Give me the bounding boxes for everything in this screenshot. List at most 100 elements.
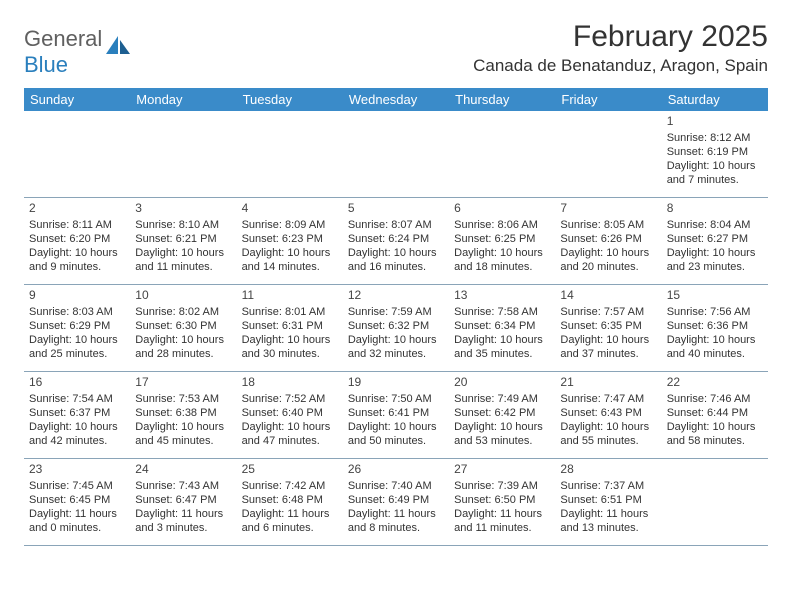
- sunrise-text: Sunrise: 8:01 AM: [242, 305, 338, 319]
- sunrise-text: Sunrise: 8:12 AM: [667, 131, 763, 145]
- day-number: 10: [135, 288, 231, 304]
- sunset-text: Sunset: 6:31 PM: [242, 319, 338, 333]
- day-number: 8: [667, 201, 763, 217]
- daylight-text: Daylight: 11 hours and 6 minutes.: [242, 507, 338, 536]
- sunrise-text: Sunrise: 7:47 AM: [560, 392, 656, 406]
- day-cell: 26Sunrise: 7:40 AMSunset: 6:49 PMDayligh…: [343, 459, 449, 545]
- day-number: 22: [667, 375, 763, 391]
- sunrise-text: Sunrise: 7:57 AM: [560, 305, 656, 319]
- day-cell: 11Sunrise: 8:01 AMSunset: 6:31 PMDayligh…: [237, 285, 343, 371]
- sunset-text: Sunset: 6:19 PM: [667, 145, 763, 159]
- daylight-text: Daylight: 10 hours and 42 minutes.: [29, 420, 125, 449]
- day-header: Saturday: [662, 88, 768, 111]
- day-number: 4: [242, 201, 338, 217]
- sunrise-text: Sunrise: 7:46 AM: [667, 392, 763, 406]
- logo: General Blue: [24, 20, 134, 78]
- day-cell: [555, 111, 661, 197]
- day-cell: 25Sunrise: 7:42 AMSunset: 6:48 PMDayligh…: [237, 459, 343, 545]
- day-cell: 7Sunrise: 8:05 AMSunset: 6:26 PMDaylight…: [555, 198, 661, 284]
- day-number: 16: [29, 375, 125, 391]
- daylight-text: Daylight: 11 hours and 0 minutes.: [29, 507, 125, 536]
- daylight-text: Daylight: 10 hours and 7 minutes.: [667, 159, 763, 188]
- day-cell: [24, 111, 130, 197]
- sunset-text: Sunset: 6:36 PM: [667, 319, 763, 333]
- daylight-text: Daylight: 10 hours and 18 minutes.: [454, 246, 550, 275]
- sunset-text: Sunset: 6:41 PM: [348, 406, 444, 420]
- sunrise-text: Sunrise: 8:06 AM: [454, 218, 550, 232]
- day-header-row: SundayMondayTuesdayWednesdayThursdayFrid…: [24, 88, 768, 111]
- sunrise-text: Sunrise: 8:07 AM: [348, 218, 444, 232]
- day-header: Sunday: [24, 88, 130, 111]
- logo-text: General Blue: [24, 26, 102, 78]
- week-row: 1Sunrise: 8:12 AMSunset: 6:19 PMDaylight…: [24, 111, 768, 198]
- daylight-text: Daylight: 10 hours and 30 minutes.: [242, 333, 338, 362]
- sunset-text: Sunset: 6:47 PM: [135, 493, 231, 507]
- sunset-text: Sunset: 6:38 PM: [135, 406, 231, 420]
- sunset-text: Sunset: 6:45 PM: [29, 493, 125, 507]
- day-number: 2: [29, 201, 125, 217]
- day-header: Monday: [130, 88, 236, 111]
- day-number: 9: [29, 288, 125, 304]
- daylight-text: Daylight: 10 hours and 45 minutes.: [135, 420, 231, 449]
- day-number: 6: [454, 201, 550, 217]
- daylight-text: Daylight: 10 hours and 55 minutes.: [560, 420, 656, 449]
- day-number: 28: [560, 462, 656, 478]
- daylight-text: Daylight: 10 hours and 37 minutes.: [560, 333, 656, 362]
- sunset-text: Sunset: 6:40 PM: [242, 406, 338, 420]
- day-number: 23: [29, 462, 125, 478]
- day-cell: 9Sunrise: 8:03 AMSunset: 6:29 PMDaylight…: [24, 285, 130, 371]
- day-cell: 17Sunrise: 7:53 AMSunset: 6:38 PMDayligh…: [130, 372, 236, 458]
- sunrise-text: Sunrise: 7:56 AM: [667, 305, 763, 319]
- day-number: 15: [667, 288, 763, 304]
- day-cell: 24Sunrise: 7:43 AMSunset: 6:47 PMDayligh…: [130, 459, 236, 545]
- daylight-text: Daylight: 10 hours and 11 minutes.: [135, 246, 231, 275]
- daylight-text: Daylight: 10 hours and 58 minutes.: [667, 420, 763, 449]
- day-cell: [130, 111, 236, 197]
- sunrise-text: Sunrise: 7:42 AM: [242, 479, 338, 493]
- sunrise-text: Sunrise: 7:52 AM: [242, 392, 338, 406]
- day-cell: [662, 459, 768, 545]
- sunset-text: Sunset: 6:27 PM: [667, 232, 763, 246]
- sunset-text: Sunset: 6:25 PM: [454, 232, 550, 246]
- location-text: Canada de Benatanduz, Aragon, Spain: [473, 56, 768, 76]
- daylight-text: Daylight: 10 hours and 16 minutes.: [348, 246, 444, 275]
- day-number: 26: [348, 462, 444, 478]
- sunrise-text: Sunrise: 8:05 AM: [560, 218, 656, 232]
- day-number: 25: [242, 462, 338, 478]
- calendar-page: General Blue February 2025 Canada de Ben…: [0, 0, 792, 566]
- week-row: 9Sunrise: 8:03 AMSunset: 6:29 PMDaylight…: [24, 285, 768, 372]
- day-header: Friday: [555, 88, 661, 111]
- logo-sail-icon: [104, 34, 134, 63]
- daylight-text: Daylight: 10 hours and 25 minutes.: [29, 333, 125, 362]
- sunset-text: Sunset: 6:44 PM: [667, 406, 763, 420]
- logo-general: General: [24, 26, 102, 51]
- day-header: Tuesday: [237, 88, 343, 111]
- day-number: 7: [560, 201, 656, 217]
- sunset-text: Sunset: 6:30 PM: [135, 319, 231, 333]
- day-cell: [343, 111, 449, 197]
- day-cell: 15Sunrise: 7:56 AMSunset: 6:36 PMDayligh…: [662, 285, 768, 371]
- day-cell: 6Sunrise: 8:06 AMSunset: 6:25 PMDaylight…: [449, 198, 555, 284]
- daylight-text: Daylight: 10 hours and 47 minutes.: [242, 420, 338, 449]
- sunset-text: Sunset: 6:48 PM: [242, 493, 338, 507]
- day-cell: 16Sunrise: 7:54 AMSunset: 6:37 PMDayligh…: [24, 372, 130, 458]
- sunrise-text: Sunrise: 7:53 AM: [135, 392, 231, 406]
- day-number: 13: [454, 288, 550, 304]
- day-cell: 14Sunrise: 7:57 AMSunset: 6:35 PMDayligh…: [555, 285, 661, 371]
- sunset-text: Sunset: 6:34 PM: [454, 319, 550, 333]
- daylight-text: Daylight: 10 hours and 28 minutes.: [135, 333, 231, 362]
- day-number: 19: [348, 375, 444, 391]
- logo-blue: Blue: [24, 52, 68, 77]
- day-cell: 28Sunrise: 7:37 AMSunset: 6:51 PMDayligh…: [555, 459, 661, 545]
- sunrise-text: Sunrise: 8:11 AM: [29, 218, 125, 232]
- day-number: 3: [135, 201, 231, 217]
- day-cell: 8Sunrise: 8:04 AMSunset: 6:27 PMDaylight…: [662, 198, 768, 284]
- sunset-text: Sunset: 6:51 PM: [560, 493, 656, 507]
- day-cell: [449, 111, 555, 197]
- day-number: 1: [667, 114, 763, 130]
- day-cell: 12Sunrise: 7:59 AMSunset: 6:32 PMDayligh…: [343, 285, 449, 371]
- day-number: 11: [242, 288, 338, 304]
- calendar-grid: SundayMondayTuesdayWednesdayThursdayFrid…: [24, 88, 768, 546]
- day-number: 24: [135, 462, 231, 478]
- month-title: February 2025: [473, 20, 768, 54]
